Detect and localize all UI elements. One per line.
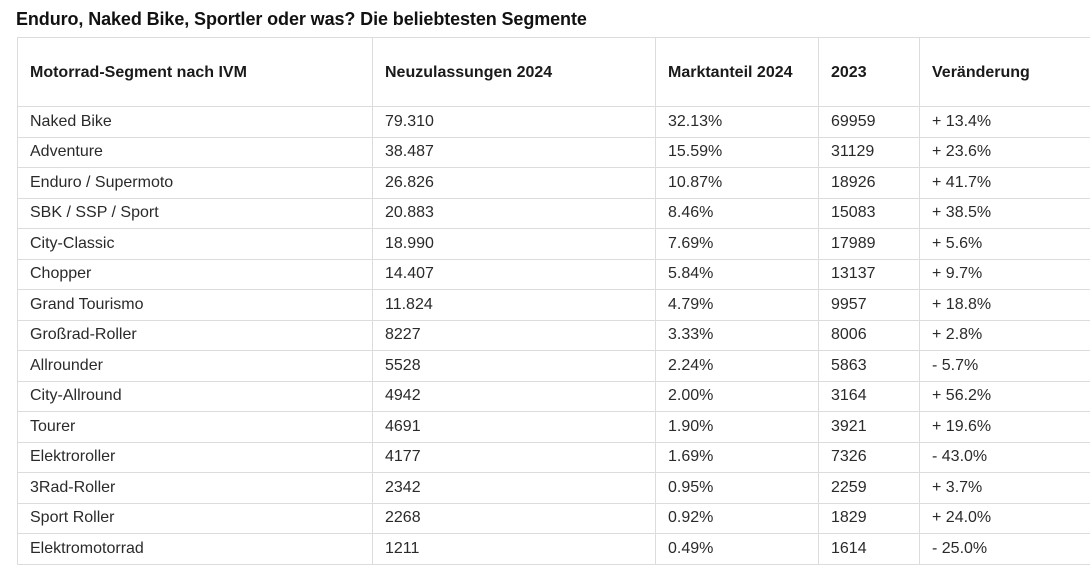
market-share-cell: 4.79%	[655, 289, 819, 321]
segment-cell: 3Rad-Roller	[17, 472, 373, 504]
segment-cell: Elektroroller	[17, 441, 373, 473]
segment-cell: Sport Roller	[17, 502, 373, 534]
change-cell: + 19.6%	[919, 411, 1090, 443]
registrations-2024-cell: 2342	[372, 472, 656, 504]
registrations-2024-cell: 18.990	[372, 228, 656, 260]
change-cell: + 3.7%	[919, 472, 1090, 504]
table-row: Elektromotorrad 1211 0.49% 1614- 25.0%	[17, 533, 1090, 565]
market-share-cell: 10.87%	[655, 167, 819, 199]
registrations-2024-cell: 5528	[372, 350, 656, 382]
table-row: Sport Roller 2268 0.92% 1829 + 24.0%	[17, 502, 1090, 534]
header-market-share-2024: Marktanteil 2024	[655, 37, 819, 107]
segment-cell: City-Allround	[17, 380, 373, 412]
market-share-cell: 8.46%	[655, 197, 819, 229]
change-cell: + 2.8%	[919, 319, 1090, 351]
registrations-2023-cell: 1614	[818, 533, 920, 565]
registrations-2023-cell: 17989	[818, 228, 920, 260]
registrations-2023-cell: 3921	[818, 411, 920, 443]
market-share-cell: 0.95%	[655, 472, 819, 504]
market-share-cell: 3.33%	[655, 319, 819, 351]
table-row: Naked Bike 79.310 32.13% 69959 + 13.4%	[17, 106, 1090, 138]
segment-cell: Adventure	[17, 136, 373, 168]
segment-cell: City-Classic	[17, 228, 373, 260]
market-share-cell: 5.84%	[655, 258, 819, 290]
table-header-row: Motorrad-Segment nach IVM Neuzulassungen…	[17, 37, 1090, 107]
registrations-2024-cell: 4177	[372, 441, 656, 473]
change-cell: + 9.7%	[919, 258, 1090, 290]
header-registrations-2024: Neuzulassungen 2024	[372, 37, 656, 107]
change-cell: + 18.8%	[919, 289, 1090, 321]
segment-cell: Grand Tourismo	[17, 289, 373, 321]
market-share-cell: 1.69%	[655, 441, 819, 473]
registrations-2024-cell: 4942	[372, 380, 656, 412]
registrations-2024-cell: 38.487	[372, 136, 656, 168]
market-share-cell: 7.69%	[655, 228, 819, 260]
registrations-2023-cell: 13137	[818, 258, 920, 290]
change-cell: - 25.0%	[919, 533, 1090, 565]
registrations-2024-cell: 26.826	[372, 167, 656, 199]
segment-table: Motorrad-Segment nach IVM Neuzulassungen…	[17, 37, 1090, 565]
registrations-2023-cell: 31129	[818, 136, 920, 168]
table-body: Naked Bike 79.310 32.13% 69959 + 13.4% Advent…	[17, 106, 1090, 565]
registrations-2024-cell: 4691	[372, 411, 656, 443]
change-cell: + 41.7%	[919, 167, 1090, 199]
registrations-2023-cell: 69959	[818, 106, 920, 138]
table-row: SBK / SSP / Sport 20.883 8.46% 15083 + 38.5%	[17, 197, 1090, 229]
registrations-2023-cell: 7326	[818, 441, 920, 473]
segment-cell: Elektromotorrad	[17, 533, 373, 565]
change-cell: + 13.4%	[919, 106, 1090, 138]
table-row: Grand Tourismo 11.824 4.79% 9957 + 18.8%	[17, 289, 1090, 321]
registrations-2024-cell: 79.310	[372, 106, 656, 138]
registrations-2023-cell: 2259	[818, 472, 920, 504]
market-share-cell: 0.92%	[655, 502, 819, 534]
table-row: City-Allround 4942 2.00% 3164 + 56.2%	[17, 380, 1090, 412]
change-cell: + 23.6%	[919, 136, 1090, 168]
market-share-cell: 2.00%	[655, 380, 819, 412]
table-row: Großrad-Roller 8227 3.33% 8006 + 2.8%	[17, 319, 1090, 351]
table-row: Chopper 14.407 5.84% 13137 + 9.7%	[17, 258, 1090, 290]
table-row: Tourer 4691 1.90% 3921 + 19.6%	[17, 411, 1090, 443]
registrations-2024-cell: 20.883	[372, 197, 656, 229]
market-share-cell: 0.49%	[655, 533, 819, 565]
segment-cell: Enduro / Supermoto	[17, 167, 373, 199]
registrations-2023-cell: 3164	[818, 380, 920, 412]
registrations-2023-cell: 9957	[818, 289, 920, 321]
segment-cell: Chopper	[17, 258, 373, 290]
header-change: Veränderung	[919, 37, 1090, 107]
registrations-2024-cell: 1211	[372, 533, 656, 565]
change-cell: - 43.0%	[919, 441, 1090, 473]
header-segment: Motorrad-Segment nach IVM	[17, 37, 373, 107]
change-cell: + 56.2%	[919, 380, 1090, 412]
segment-cell: Großrad-Roller	[17, 319, 373, 351]
segment-cell: Allrounder	[17, 350, 373, 382]
registrations-2023-cell: 5863	[818, 350, 920, 382]
market-share-cell: 32.13%	[655, 106, 819, 138]
change-cell: + 38.5%	[919, 197, 1090, 229]
registrations-2024-cell: 14.407	[372, 258, 656, 290]
table-row: Enduro / Supermoto 26.826 10.87% 18926 + 41.…	[17, 167, 1090, 199]
table-row: Adventure 38.487 15.59% 31129 + 23.6%	[17, 136, 1090, 168]
page-title: Enduro, Naked Bike, Sportler oder was? D…	[16, 9, 587, 29]
registrations-2023-cell: 8006	[818, 319, 920, 351]
registrations-2024-cell: 11.824	[372, 289, 656, 321]
registrations-2023-cell: 18926	[818, 167, 920, 199]
table-row: Allrounder 5528 2.24% 5863- 5.7%	[17, 350, 1090, 382]
change-cell: + 5.6%	[919, 228, 1090, 260]
table-row: City-Classic 18.990 7.69% 17989 + 5.6%	[17, 228, 1090, 260]
segment-cell: SBK / SSP / Sport	[17, 197, 373, 229]
table-row: Elektroroller 4177 1.69% 7326- 43.0%	[17, 441, 1090, 473]
registrations-2024-cell: 8227	[372, 319, 656, 351]
table-row: 3Rad-Roller 2342 0.95% 2259 + 3.7%	[17, 472, 1090, 504]
change-cell: + 24.0%	[919, 502, 1090, 534]
market-share-cell: 15.59%	[655, 136, 819, 168]
registrations-2023-cell: 1829	[818, 502, 920, 534]
registrations-2024-cell: 2268	[372, 502, 656, 534]
change-cell: - 5.7%	[919, 350, 1090, 382]
market-share-cell: 1.90%	[655, 411, 819, 443]
segment-cell: Naked Bike	[17, 106, 373, 138]
market-share-cell: 2.24%	[655, 350, 819, 382]
segment-cell: Tourer	[17, 411, 373, 443]
header-2023: 2023	[818, 37, 920, 107]
registrations-2023-cell: 15083	[818, 197, 920, 229]
